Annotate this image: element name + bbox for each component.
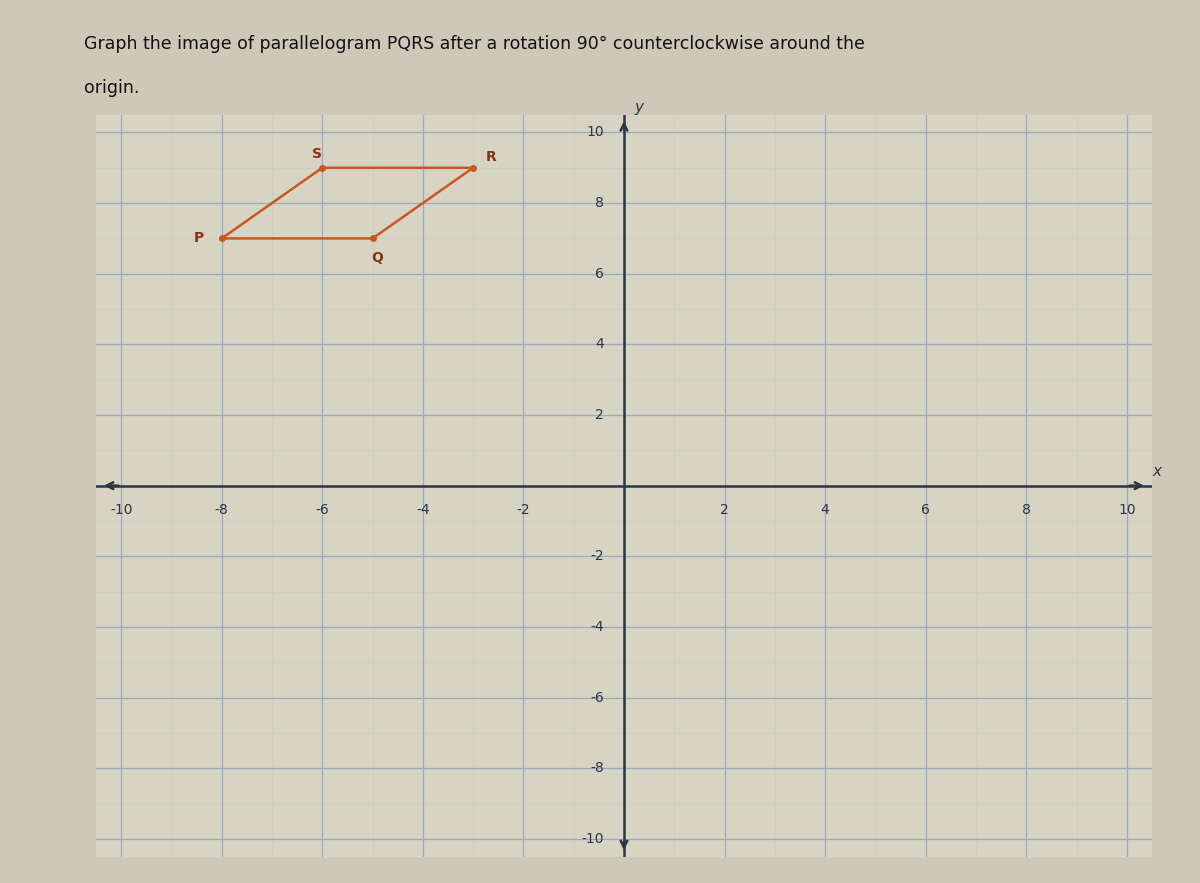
- Text: -10: -10: [581, 832, 604, 846]
- Text: -8: -8: [590, 761, 604, 775]
- Text: x: x: [1152, 464, 1162, 479]
- Text: 2: 2: [595, 408, 604, 422]
- Text: 8: 8: [595, 196, 604, 210]
- Text: -10: -10: [110, 503, 132, 517]
- Text: S: S: [312, 147, 323, 161]
- Text: P: P: [194, 231, 204, 245]
- Text: 10: 10: [587, 125, 604, 140]
- Text: 4: 4: [595, 337, 604, 351]
- Text: 8: 8: [1022, 503, 1031, 517]
- Text: -6: -6: [316, 503, 329, 517]
- Text: 6: 6: [922, 503, 930, 517]
- Text: -4: -4: [416, 503, 430, 517]
- Text: -4: -4: [590, 620, 604, 634]
- Text: 10: 10: [1118, 503, 1135, 517]
- Text: -2: -2: [590, 549, 604, 563]
- Text: 4: 4: [821, 503, 829, 517]
- Text: 2: 2: [720, 503, 728, 517]
- Text: Graph the image of parallelogram PQRS after a rotation 90° counterclockwise arou: Graph the image of parallelogram PQRS af…: [84, 35, 865, 53]
- Text: origin.: origin.: [84, 79, 139, 97]
- Text: -2: -2: [517, 503, 530, 517]
- Text: -8: -8: [215, 503, 228, 517]
- Text: Q: Q: [372, 251, 384, 265]
- Text: R: R: [486, 150, 497, 164]
- Text: y: y: [635, 101, 643, 115]
- Text: 6: 6: [595, 267, 604, 281]
- Text: -6: -6: [590, 691, 604, 705]
